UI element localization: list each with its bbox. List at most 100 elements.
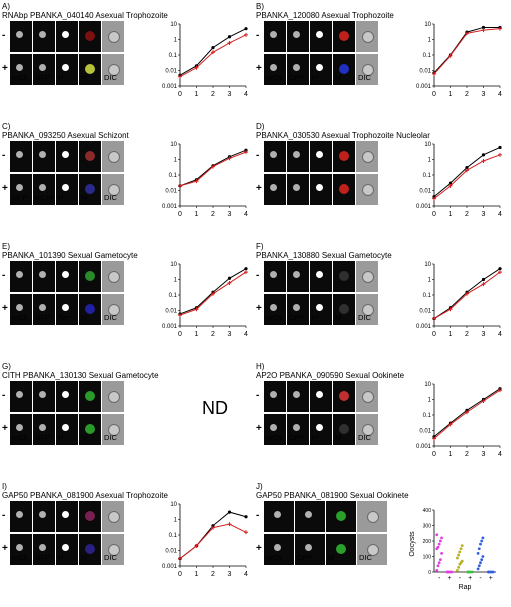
data-point <box>448 181 453 185</box>
micrograph-tile <box>79 414 101 445</box>
x-tick-label: + <box>489 575 493 582</box>
channel-label: H <box>312 313 318 322</box>
micrograph-tile <box>33 381 55 412</box>
micrograph-tile <box>10 294 32 325</box>
data-point <box>498 145 502 150</box>
channel-label: M <box>335 313 342 322</box>
micrograph-row: - <box>2 141 125 172</box>
parasite-cell <box>270 31 277 38</box>
micrograph-row: + <box>256 174 379 205</box>
data-point <box>436 564 440 568</box>
micrograph-tile <box>333 21 355 52</box>
parasite-cell <box>62 184 69 191</box>
micrograph-tile <box>333 141 355 172</box>
x-tick-label: - <box>459 575 462 582</box>
treatment-label: + <box>2 63 8 74</box>
micrograph-tile <box>295 534 325 565</box>
panel-b: B) PBANKA_120080 Asexual Trophozoite - + mCh… <box>256 2 508 120</box>
treatment-label: + <box>256 183 262 194</box>
panel-header: J) GAP50 PBANKA_081900 Sexual Ookinete <box>256 482 409 500</box>
y-tick-label: 400 <box>423 508 432 514</box>
y-tick-label: 0.1 <box>169 173 178 179</box>
y-tick-label: 200 <box>423 539 432 545</box>
micrograph-tile <box>79 381 101 412</box>
parasite-cell <box>293 184 300 191</box>
treatment-label: - <box>256 30 260 41</box>
data-point <box>498 388 502 393</box>
y-tick-label: 10 <box>424 262 431 268</box>
data-point <box>178 74 182 79</box>
x-tick-label: 1 <box>449 331 453 338</box>
parasite-cell <box>108 64 120 76</box>
micrograph-tile <box>10 141 32 172</box>
chart-h: 0.001 0.01 0.1 1 10 0 1 2 3 4 <box>416 382 502 458</box>
data-point <box>194 65 199 70</box>
micrograph-tile <box>56 381 78 412</box>
data-point <box>479 561 482 565</box>
micrograph-row: + <box>256 54 379 85</box>
data-point <box>178 183 182 188</box>
y-tick-label: 0.01 <box>419 309 431 315</box>
parasite-cell <box>39 64 46 71</box>
y-tick-label: 0.1 <box>423 293 432 299</box>
parasite-cell <box>85 271 95 281</box>
micrograph-tile <box>287 414 309 445</box>
panel-header: D) PBANKA_030530 Asexual Trophozoite Nucl… <box>256 122 430 140</box>
x-tick-label: - <box>479 575 482 582</box>
parasite-cell <box>39 151 46 158</box>
data-point <box>457 565 461 569</box>
micrograph-tile <box>10 54 32 85</box>
panel-e: E) PBANKA_101390 Sexual Gametocyte - + mCh GF… <box>2 242 254 360</box>
micrograph-tile <box>310 381 332 412</box>
micrograph-row: + <box>2 534 125 565</box>
x-tick-label: 1 <box>195 211 199 218</box>
series-line <box>433 389 501 439</box>
micrograph-tile <box>310 54 332 85</box>
panel-letter: A) <box>2 2 10 11</box>
channel-label: M <box>328 553 335 562</box>
parasite-cell <box>316 151 323 158</box>
data-point <box>437 561 441 565</box>
parasite-cell <box>316 184 323 191</box>
parasite-cell <box>362 151 374 163</box>
data-point <box>211 291 215 296</box>
x-tick-label: 0 <box>178 91 182 98</box>
x-tick-label: 0 <box>432 91 436 98</box>
chart-i: 0.001 0.01 0.1 1 10 0 1 2 3 4 <box>162 502 248 578</box>
micrograph-tile <box>333 174 355 205</box>
x-tick-label: 4 <box>244 91 248 98</box>
data-point <box>440 552 443 555</box>
x-tick-label: 1 <box>449 91 453 98</box>
treatment-label: + <box>256 63 262 74</box>
parasite-cell <box>85 64 95 74</box>
data-point <box>465 410 469 415</box>
parasite-cell <box>62 391 69 398</box>
channel-label: M <box>81 313 88 322</box>
data-point <box>487 570 490 574</box>
channel-label: mCh <box>12 313 28 322</box>
panel-a: A) RNAbp PBANKA_040140 Asexual Trophozoit… <box>2 2 254 120</box>
channel-label: M <box>81 193 88 202</box>
x-tick-label: 2 <box>465 451 469 458</box>
data-point <box>498 26 502 31</box>
parasite-cell <box>362 271 374 283</box>
y-tick-label: 0.001 <box>416 324 432 330</box>
y-tick-label: 0.1 <box>169 53 178 59</box>
y-tick-label: 10 <box>424 142 431 148</box>
panel-letter: C) <box>2 122 11 131</box>
channel-label: H <box>58 73 64 82</box>
micrograph-tile <box>10 174 32 205</box>
channel-label: H <box>58 553 64 562</box>
micrograph-row: - <box>256 381 379 412</box>
data-point <box>227 510 232 514</box>
parasite-cell <box>339 151 349 161</box>
data-point <box>465 166 469 170</box>
channel-label: GFP <box>35 553 51 562</box>
data-point <box>211 46 215 50</box>
data-point <box>479 542 482 546</box>
micrograph-tile <box>264 21 286 52</box>
data-point <box>448 422 453 427</box>
data-point <box>178 556 182 561</box>
parasite-cell <box>85 391 95 401</box>
treatment-label: + <box>2 183 8 194</box>
